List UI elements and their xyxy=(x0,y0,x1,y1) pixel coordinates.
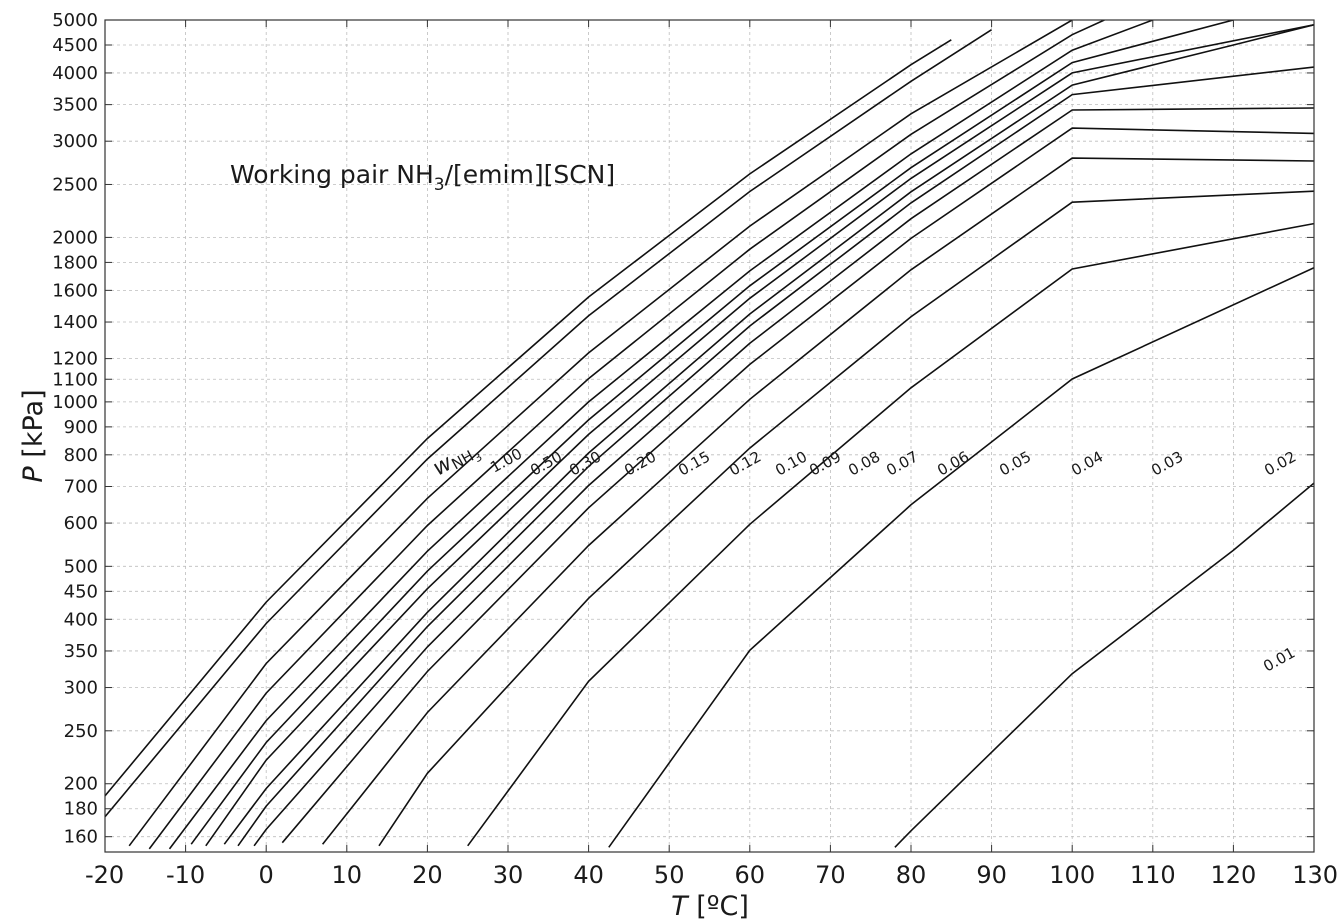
y-axis-title: P [kPa] xyxy=(18,389,49,482)
series-line-0_01 xyxy=(894,482,1314,848)
y-tick-label: 3500 xyxy=(52,95,98,116)
y-tick-label: 1200 xyxy=(52,349,98,370)
series-line-0_06 xyxy=(281,127,1314,844)
y-tick-label: 900 xyxy=(64,417,98,438)
x-tick-label: 30 xyxy=(493,861,524,889)
series-labels: 1.00 0.50 0.30 0.20 0.15 0.12 0.100.09 0.08 0.07… xyxy=(487,445,1299,676)
x-tick-label: 130 xyxy=(1292,861,1338,889)
x-tick-label: 50 xyxy=(654,861,685,889)
series-line-0_08 xyxy=(237,66,1314,847)
series-line-0_50 xyxy=(105,29,993,818)
series-line-0_15 xyxy=(168,20,1154,850)
x-tick-label: 20 xyxy=(412,861,443,889)
series-line-0_20 xyxy=(148,20,1105,850)
series-label-0_15: 0.15 xyxy=(675,448,713,480)
y-tick-label: 450 xyxy=(64,581,98,602)
y-tick-label: 4000 xyxy=(52,63,98,84)
y-tick-label: 600 xyxy=(64,513,98,534)
y-tick-label: 700 xyxy=(64,476,98,497)
series-label-0_09: 0.09 xyxy=(806,448,844,480)
y-tick-label: 350 xyxy=(64,641,98,662)
y-tick-label: 1100 xyxy=(52,369,98,390)
series-legend-prefix: wNH3 xyxy=(429,436,485,484)
y-tick-label: 2000 xyxy=(52,227,98,248)
y-tick-label: 250 xyxy=(64,721,98,742)
x-tick-label: 10 xyxy=(332,861,363,889)
series-line-0_07 xyxy=(253,107,1314,847)
y-tick-label: 1400 xyxy=(52,312,98,333)
y-tick-label: 3000 xyxy=(52,131,98,152)
x-tick-label: 110 xyxy=(1130,861,1176,889)
y-tick-label: 5000 xyxy=(52,10,98,31)
series-line-0_09 xyxy=(223,24,1314,845)
y-tick-label: 1600 xyxy=(52,280,98,301)
y-tick-label: 500 xyxy=(64,556,98,577)
series-line-0_02 xyxy=(608,266,1314,848)
x-tick-label: 60 xyxy=(735,861,766,889)
series-label-0_07: 0.07 xyxy=(883,448,921,480)
x-tick-label: -10 xyxy=(166,861,205,889)
series-lines xyxy=(105,20,1314,850)
x-tick-label: 40 xyxy=(573,861,604,889)
series-label-0_12: 0.12 xyxy=(726,448,764,480)
series-label-0_10: 0.10 xyxy=(772,448,810,480)
x-tick-label: -20 xyxy=(85,861,124,889)
series-label-0_05: 0.05 xyxy=(996,448,1034,480)
series-line-0_04 xyxy=(378,190,1314,847)
series-label-0_08: 0.08 xyxy=(845,448,883,480)
y-tick-label: 1800 xyxy=(52,252,98,273)
series-label-0_04: 0.04 xyxy=(1068,448,1106,480)
x-tick-label: 90 xyxy=(976,861,1007,889)
x-tick-label: 70 xyxy=(815,861,846,889)
series-label-0_02: 0.02 xyxy=(1261,448,1299,480)
series-line-0_30 xyxy=(128,20,1073,847)
series-label-0_01: 0.01 xyxy=(1260,644,1298,676)
series-line-0_12 xyxy=(190,20,1234,845)
series-line-0_03 xyxy=(467,222,1314,847)
y-tick-label: 200 xyxy=(64,774,98,795)
plot-frame xyxy=(104,19,1315,853)
x-tick-label: 80 xyxy=(896,861,927,889)
series-label-1_00: 1.00 xyxy=(487,445,525,477)
y-tick-label: 2500 xyxy=(52,174,98,195)
y-tick-label: 800 xyxy=(64,445,98,466)
y-tick-label: 1000 xyxy=(52,392,98,413)
x-tick-label: 0 xyxy=(259,861,274,889)
y-tick-label: 400 xyxy=(64,609,98,630)
series-label-0_30: 0.30 xyxy=(566,448,604,480)
series-label-0_06: 0.06 xyxy=(934,448,972,480)
y-tick-label: 160 xyxy=(64,827,98,848)
series-line-1_00 xyxy=(105,39,952,797)
series-label-0_03: 0.03 xyxy=(1148,448,1186,480)
series-line-0_10 xyxy=(205,24,1314,847)
y-tick-label: 300 xyxy=(64,678,98,699)
tick-labels: -20 -10 0 10 20 30 40 50 60 70 80 90 100 110 120 130 160… xyxy=(52,10,1338,889)
x-tick-label: 100 xyxy=(1049,861,1095,889)
x-tick-label: 120 xyxy=(1210,861,1256,889)
y-tick-label: 180 xyxy=(64,799,98,820)
x-axis-title: T [ºC] xyxy=(671,891,749,919)
series-line-0_05 xyxy=(321,157,1314,845)
annotation-text: Working pair NH3/[emim][SCN] xyxy=(230,160,615,195)
y-tick-label: 4500 xyxy=(52,35,98,56)
axis-ticks xyxy=(104,19,1315,852)
